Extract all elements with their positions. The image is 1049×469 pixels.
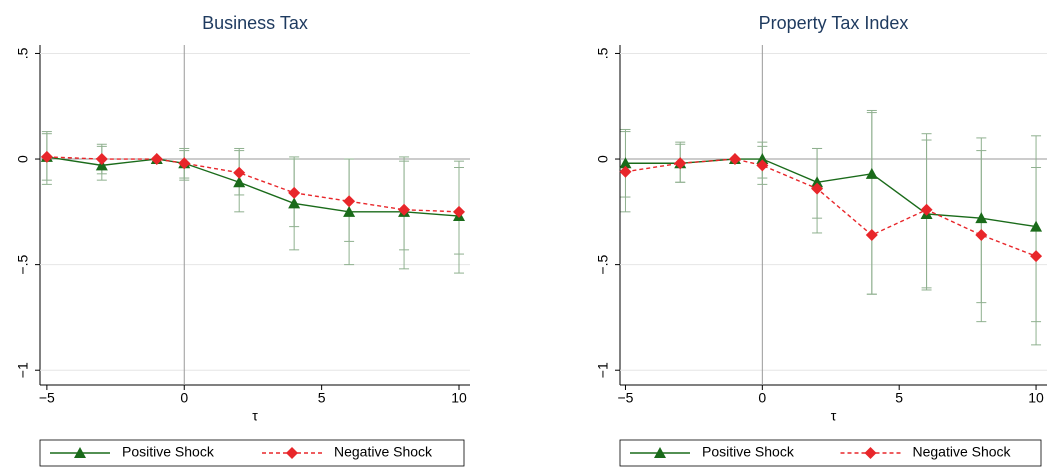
x-axis-label: τ: [252, 408, 258, 424]
marker-diamond: [811, 182, 824, 195]
marker-diamond: [343, 195, 356, 208]
y-tick-label: −.5: [595, 254, 611, 274]
y-tick-label: −1: [595, 362, 611, 378]
chart-title: Business Tax: [202, 13, 308, 33]
panel: Property Tax Index −1 −.5 0 .5 −5 0 5 10 τ Positiv…: [595, 13, 1047, 467]
x-tick-label: 10: [1028, 390, 1044, 406]
legend-label: Negative Shock: [913, 444, 1012, 460]
chart-title: Property Tax Index: [759, 13, 909, 33]
marker-triangle: [756, 153, 769, 165]
legend-box: [39, 439, 465, 467]
marker-triangle: [343, 205, 356, 217]
x-tick-label: −5: [39, 390, 55, 406]
legend: Positive Shock Negative Shock: [619, 439, 1042, 467]
marker-diamond: [1030, 250, 1043, 263]
marker-triangle: [975, 212, 988, 224]
legend-marker: [654, 447, 666, 458]
y-tick-label: .5: [15, 47, 31, 59]
legend-label: Positive Shock: [122, 444, 215, 460]
legend: Positive Shock Negative Shock: [39, 439, 465, 467]
legend-box: [619, 439, 1042, 467]
x-tick-label: 0: [180, 390, 188, 406]
x-tick-label: 10: [451, 390, 467, 406]
marker-diamond: [288, 186, 301, 199]
marker-diamond: [674, 157, 687, 170]
x-tick-label: 5: [318, 390, 326, 406]
marker-diamond: [233, 166, 246, 179]
panel: Business Tax −1 −.5 0 .5 −5 0 5 10 τ Positive Shoc…: [15, 13, 470, 467]
marker-diamond: [975, 229, 988, 242]
legend-label: Negative Shock: [334, 444, 433, 460]
marker-triangle: [865, 167, 878, 179]
x-tick-label: −5: [617, 390, 633, 406]
series-line: [625, 158, 1037, 257]
marker-diamond: [95, 153, 108, 166]
marker-diamond: [40, 150, 53, 163]
y-tick-label: .5: [595, 47, 611, 59]
marker-diamond: [150, 153, 163, 166]
series-line: [46, 156, 460, 217]
x-tick-label: 0: [758, 390, 766, 406]
marker-triangle: [233, 176, 246, 188]
series-line: [625, 158, 1037, 228]
legend-marker: [74, 447, 86, 458]
legend-label: Positive Shock: [702, 444, 795, 460]
marker-triangle: [619, 157, 632, 169]
y-tick-label: −.5: [15, 254, 31, 274]
legend-marker: [864, 447, 877, 459]
series-line: [46, 156, 460, 213]
y-tick-label: −1: [15, 362, 31, 378]
marker-diamond: [756, 159, 769, 172]
marker-triangle: [1030, 220, 1043, 232]
marker-diamond: [920, 203, 933, 216]
marker-diamond: [865, 229, 878, 242]
marker-diamond: [619, 165, 632, 178]
marker-diamond: [398, 203, 411, 216]
x-axis-label: τ: [831, 408, 837, 424]
marker-diamond: [728, 153, 741, 166]
marker-triangle: [288, 197, 301, 209]
marker-triangle: [811, 176, 824, 188]
x-tick-label: 5: [895, 390, 903, 406]
legend-marker: [286, 447, 298, 459]
y-tick-label: 0: [595, 155, 611, 163]
marker-diamond: [453, 205, 466, 218]
error-bar: [866, 112, 877, 295]
marker-diamond: [178, 157, 191, 170]
y-tick-label: 0: [15, 155, 31, 163]
